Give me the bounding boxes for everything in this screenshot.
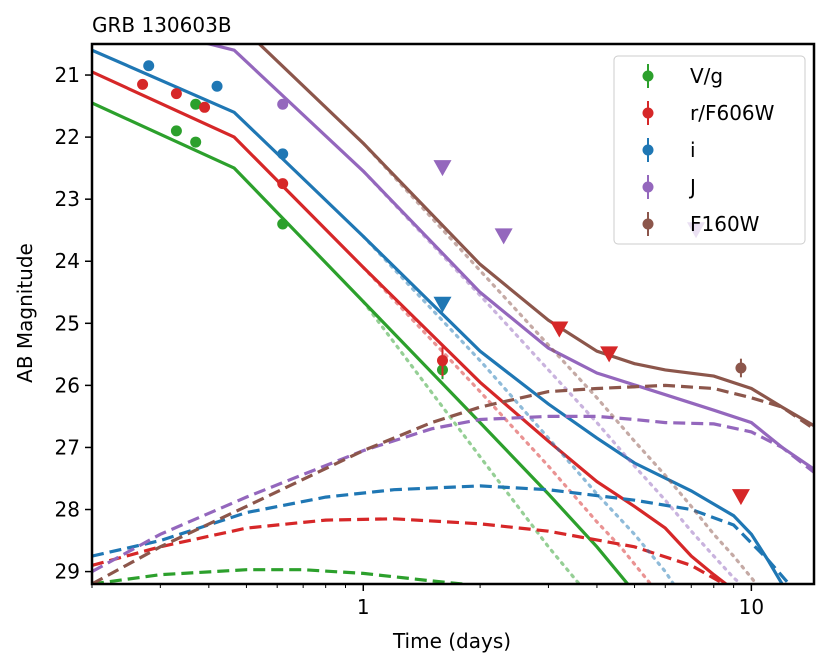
detection-point-r-f606w [137,78,149,90]
y-axis-title: AB Magnitude [13,243,37,383]
legend-box [613,55,806,245]
legend-label-f160w: F160W [690,212,760,236]
detection-point-f160w [735,362,747,374]
y-tick-label: 29 [55,560,80,584]
kilonova-model-line-v-g [92,568,463,584]
detection-point-i [277,148,289,160]
legend-label-i: i [690,138,696,162]
y-tick-label: 25 [55,311,80,335]
x-tick-label: 1 [357,595,370,619]
legend-label-r-f606w: r/F606W [690,101,775,125]
legend: V/g r/F606W iJ F160W [613,55,806,245]
y-tick-label: 26 [55,373,80,397]
detection-point-i [143,60,155,72]
legend-marker-v-g [642,70,654,82]
kilonova-model-line-f160w [92,383,814,584]
y-tick-label: 28 [55,498,80,522]
x-axis-title: Time (days) [392,629,511,653]
legend-label-j: J [688,175,696,199]
x-tick-label: 10 [739,595,764,619]
total-model-line-j [203,44,814,471]
kilonova-model-line-j [92,414,814,574]
kilonova-model-line-i [92,484,791,584]
afterglow-model-line-j [361,169,743,584]
detection-point-r-f606w [277,178,289,190]
upper-limit-marker-r-f606w [550,321,569,338]
upper-limit-marker-r-f606w [600,346,619,363]
detection-point-v-g [170,125,182,137]
detection-point-r-f606w [436,355,448,367]
upper-limit-marker-j [494,228,513,245]
plot-frame [90,42,816,586]
detection-point-r-f606w [199,101,211,113]
afterglow-model-line-v-g [361,300,581,584]
legend-label-v-g: V/g [690,64,723,88]
total-model-line-i [92,48,784,584]
plot-area: 21 22 23 24 25 26 27 28 29 1 10 [55,42,816,619]
y-tick-label: 22 [55,125,80,149]
y-tick-label: 27 [55,435,80,459]
detection-point-j [277,98,289,110]
afterglow-model-line-i [361,234,676,584]
y-tick-label: 23 [55,187,80,211]
legend-marker-i [642,144,654,156]
detection-point-v-g [277,218,289,230]
detection-point-v-g [190,98,202,110]
y-tick-label: 24 [55,249,80,273]
detection-point-i [211,80,223,92]
legend-marker-j [642,181,654,193]
upper-limit-marker-i [433,296,452,313]
detection-point-r-f606w [170,88,182,100]
legend-marker-f160w [642,218,654,230]
legend-marker-r-f606w [642,107,654,119]
afterglow-model-line-f160w [361,141,758,584]
upper-limit-marker-r-f606w [731,489,750,506]
upper-limit-marker-j [433,160,452,177]
detection-point-v-g [190,136,202,148]
total-model-line-f160w [257,44,814,428]
total-model-line-r-f606w [92,70,727,584]
plot-content [92,44,814,584]
total-model-line-v-g [92,101,629,584]
chart-title: GRB 130603B [92,13,232,37]
kilonova-model-line-r-f606w [92,517,725,584]
y-tick-label: 21 [55,63,80,87]
